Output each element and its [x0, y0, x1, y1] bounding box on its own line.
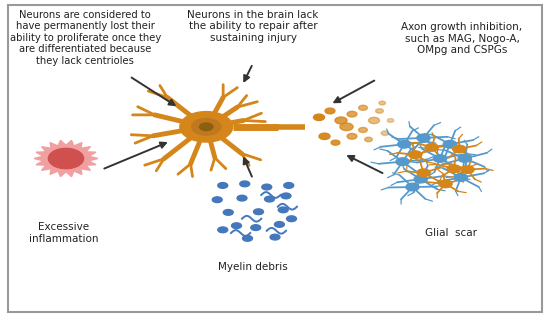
Circle shape — [368, 117, 379, 124]
Circle shape — [359, 127, 367, 133]
Text: Neurons in the brain lack
the ability to repair after
sustaining injury: Neurons in the brain lack the ability to… — [188, 10, 318, 43]
Circle shape — [243, 236, 252, 241]
Circle shape — [319, 133, 330, 139]
Text: Glial  scar: Glial scar — [425, 228, 477, 238]
Circle shape — [325, 108, 335, 114]
Circle shape — [454, 174, 467, 181]
Circle shape — [417, 169, 430, 177]
Circle shape — [347, 133, 357, 139]
Circle shape — [417, 134, 430, 142]
Circle shape — [398, 140, 411, 148]
Circle shape — [340, 123, 353, 131]
Circle shape — [331, 140, 340, 145]
Circle shape — [347, 111, 357, 117]
Circle shape — [447, 165, 460, 172]
Circle shape — [232, 223, 241, 229]
Circle shape — [262, 184, 272, 190]
Text: Excessive
inflammation: Excessive inflammation — [29, 222, 98, 243]
Circle shape — [376, 109, 383, 113]
Circle shape — [433, 155, 447, 162]
Text: Neurons are considered to
have permanently lost their
ability to proliferate onc: Neurons are considered to have permanent… — [10, 10, 161, 66]
Circle shape — [192, 119, 221, 135]
Circle shape — [387, 119, 394, 122]
Polygon shape — [34, 140, 98, 177]
Circle shape — [287, 216, 296, 222]
Text: Myelin debris: Myelin debris — [218, 262, 288, 272]
Circle shape — [396, 158, 409, 165]
Circle shape — [409, 151, 422, 158]
Circle shape — [48, 148, 84, 169]
Circle shape — [265, 196, 274, 202]
Circle shape — [406, 183, 419, 191]
Circle shape — [414, 175, 427, 183]
Circle shape — [439, 180, 452, 188]
Circle shape — [359, 105, 367, 110]
Circle shape — [218, 227, 228, 233]
Circle shape — [254, 209, 263, 215]
Circle shape — [180, 112, 233, 142]
Circle shape — [200, 123, 213, 131]
Text: Axon growth inhibition,
such as MAG, Nogo-A,
OMpg and CSPGs: Axon growth inhibition, such as MAG, Nog… — [402, 22, 522, 55]
Circle shape — [270, 234, 280, 240]
Circle shape — [335, 117, 347, 124]
Circle shape — [237, 195, 247, 201]
Circle shape — [251, 225, 261, 230]
Circle shape — [240, 181, 250, 187]
Circle shape — [284, 183, 294, 188]
Circle shape — [453, 145, 466, 153]
Circle shape — [379, 101, 386, 105]
Circle shape — [281, 193, 291, 199]
Circle shape — [458, 155, 471, 162]
Circle shape — [381, 131, 389, 135]
Circle shape — [425, 144, 438, 151]
Circle shape — [223, 210, 233, 215]
Circle shape — [314, 114, 324, 120]
Circle shape — [461, 166, 474, 173]
Circle shape — [365, 137, 372, 142]
Circle shape — [212, 197, 222, 203]
Circle shape — [218, 183, 228, 188]
Circle shape — [278, 207, 288, 213]
Circle shape — [274, 222, 284, 227]
Circle shape — [443, 140, 456, 148]
